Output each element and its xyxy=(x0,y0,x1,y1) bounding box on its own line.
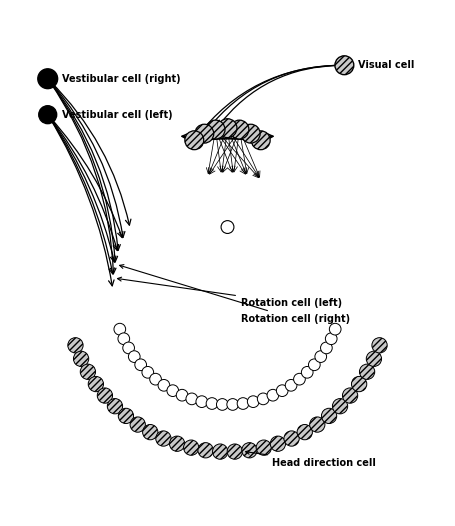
Circle shape xyxy=(142,424,158,440)
Circle shape xyxy=(80,364,96,379)
Circle shape xyxy=(183,440,199,456)
Circle shape xyxy=(185,131,204,150)
Circle shape xyxy=(198,443,213,458)
Text: Head direction cell: Head direction cell xyxy=(246,450,376,468)
Circle shape xyxy=(169,436,185,451)
Circle shape xyxy=(256,440,272,456)
Circle shape xyxy=(142,367,154,378)
Circle shape xyxy=(107,399,122,414)
Circle shape xyxy=(38,69,58,89)
Circle shape xyxy=(297,424,313,440)
Circle shape xyxy=(333,399,348,414)
Circle shape xyxy=(221,220,234,234)
Circle shape xyxy=(293,373,305,385)
Circle shape xyxy=(285,379,297,391)
Circle shape xyxy=(343,388,358,403)
Text: Vestibular cell (right): Vestibular cell (right) xyxy=(62,74,180,84)
Circle shape xyxy=(241,124,260,143)
Circle shape xyxy=(251,131,270,150)
Circle shape xyxy=(195,124,214,143)
Circle shape xyxy=(123,342,135,354)
Circle shape xyxy=(248,396,259,408)
Circle shape xyxy=(276,385,288,397)
Circle shape xyxy=(97,388,112,403)
Circle shape xyxy=(156,431,171,446)
Circle shape xyxy=(242,443,257,458)
Circle shape xyxy=(329,323,341,335)
Circle shape xyxy=(218,119,237,138)
Circle shape xyxy=(150,373,162,385)
Circle shape xyxy=(114,323,126,335)
Circle shape xyxy=(230,120,249,139)
Circle shape xyxy=(315,351,327,362)
Circle shape xyxy=(186,393,197,404)
Circle shape xyxy=(335,56,354,75)
Circle shape xyxy=(39,106,57,124)
Circle shape xyxy=(206,398,218,409)
Circle shape xyxy=(352,377,367,392)
Text: Rotation cell (right): Rotation cell (right) xyxy=(120,265,350,324)
Circle shape xyxy=(359,364,375,379)
Circle shape xyxy=(158,379,170,391)
Text: Rotation cell (left): Rotation cell (left) xyxy=(117,277,342,308)
Circle shape xyxy=(267,389,279,401)
Circle shape xyxy=(167,385,179,397)
Circle shape xyxy=(325,333,337,345)
Text: Vestibular cell (left): Vestibular cell (left) xyxy=(62,110,172,120)
Circle shape xyxy=(118,333,130,345)
Text: Visual cell: Visual cell xyxy=(358,60,415,70)
Circle shape xyxy=(320,342,332,354)
Circle shape xyxy=(217,399,228,410)
Circle shape xyxy=(237,398,249,409)
Circle shape xyxy=(130,417,145,432)
Circle shape xyxy=(118,408,134,423)
Circle shape xyxy=(128,351,140,362)
Circle shape xyxy=(258,393,269,404)
Circle shape xyxy=(68,338,83,353)
Circle shape xyxy=(321,408,337,423)
Circle shape xyxy=(372,338,387,353)
Circle shape xyxy=(301,367,313,378)
Circle shape xyxy=(310,417,325,432)
Circle shape xyxy=(227,399,238,410)
Circle shape xyxy=(176,389,188,401)
Circle shape xyxy=(135,359,147,371)
Circle shape xyxy=(308,359,320,371)
Circle shape xyxy=(366,351,382,367)
Circle shape xyxy=(284,431,299,446)
Circle shape xyxy=(73,351,89,367)
Circle shape xyxy=(270,436,286,451)
Circle shape xyxy=(88,377,103,392)
Circle shape xyxy=(227,444,243,459)
Circle shape xyxy=(196,396,207,408)
Circle shape xyxy=(206,120,225,139)
Circle shape xyxy=(212,444,228,459)
